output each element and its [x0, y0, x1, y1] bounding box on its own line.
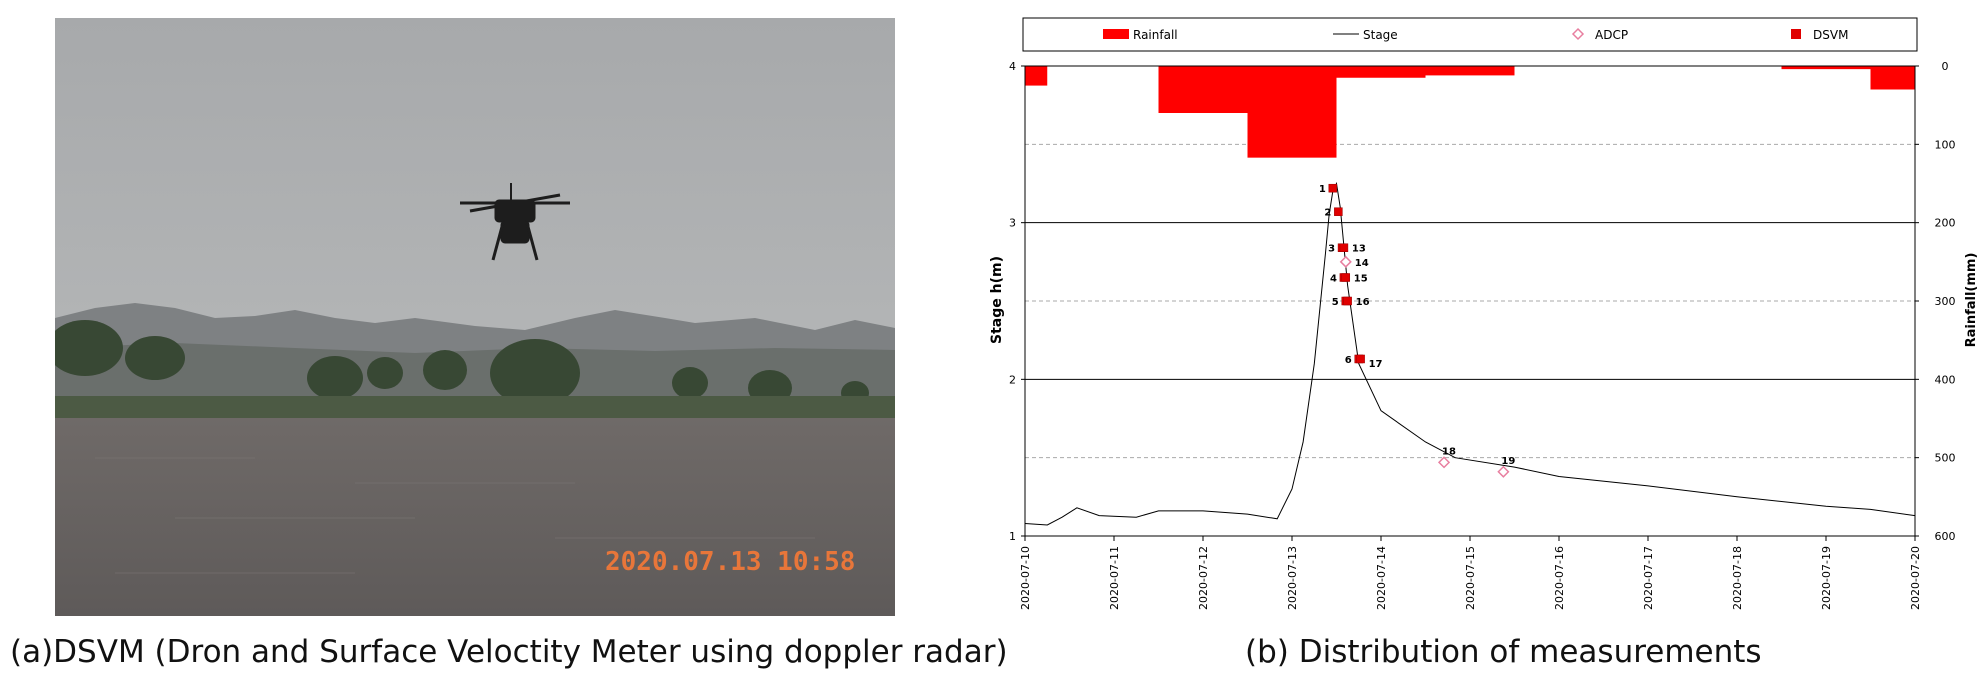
- dsvm-label: 17: [1369, 359, 1383, 370]
- legend-label-rainfall: Rainfall: [1133, 28, 1178, 42]
- y-tick-label: 3: [1009, 217, 1016, 230]
- y2-axis-title: Rainfall(mm): [1964, 253, 1979, 348]
- adcp-label: 19: [1501, 456, 1515, 467]
- drone-photo: 2020.07.13 10:58: [55, 18, 895, 616]
- rainfall-bar: [1158, 66, 1248, 113]
- y2-tick-label: 600: [1935, 530, 1956, 543]
- x-tick-label: 2020-07-13: [1286, 546, 1299, 610]
- legend-swatch-adcp: [1571, 27, 1585, 41]
- x-tick-label: 2020-07-20: [1909, 546, 1922, 610]
- legend-swatch-dsvm: [1791, 29, 1801, 39]
- x-tick-label: 2020-07-17: [1642, 546, 1655, 610]
- photo-water: [55, 418, 895, 616]
- x-tick-label: 2020-07-18: [1731, 546, 1744, 610]
- dsvm-point: [1356, 354, 1365, 364]
- chart-legend: Rainfall Stage ADCP DSVM: [1022, 17, 1918, 52]
- rainfall-bar: [1025, 66, 1048, 86]
- y-tick-label: 4: [1009, 60, 1016, 73]
- legend-label-adcp: ADCP: [1595, 28, 1628, 42]
- photo-trees: [55, 320, 869, 407]
- dsvm-label: 15: [1354, 274, 1368, 285]
- x-tick-label: 2020-07-19: [1820, 546, 1833, 610]
- chart-plot: 1 2 3 4 0 100 200 300 400 500 600 2020-07-10 2020-07…: [989, 60, 1979, 610]
- adcp-point: [1437, 456, 1451, 469]
- x-tick-label: 2020-07-16: [1553, 546, 1566, 610]
- dsvm-point: [1341, 273, 1351, 282]
- rainfall-bar: [1247, 66, 1337, 158]
- rainfall-bar: [1870, 66, 1915, 90]
- y-axis-title: Stage h(m): [989, 256, 1005, 344]
- y2-tick-label: 0: [1942, 60, 1949, 73]
- photo-ripples: [95, 457, 815, 574]
- dsvm-point: [1343, 296, 1352, 306]
- caption-photo: (a)DSVM (Dron and Surface Veloctity Mete…: [10, 634, 1008, 670]
- legend-swatch-rainfall: [1103, 29, 1129, 39]
- y-tick-label: 2: [1009, 373, 1016, 386]
- x-tick-label: 2020-07-14: [1375, 546, 1388, 610]
- dsvm-label: 5: [1332, 297, 1339, 308]
- stage-line: [1024, 181, 1916, 526]
- y2-tick-label: 100: [1935, 138, 1956, 151]
- adcp-label: 18: [1442, 446, 1456, 457]
- x-tick-label: 2020-07-15: [1464, 546, 1477, 610]
- drone-icon: [460, 183, 570, 261]
- rainfall-bar: [1425, 66, 1515, 76]
- dsvm-point: [1339, 243, 1349, 252]
- y2-tick-label: 200: [1935, 217, 1956, 230]
- dsvm-label: 13: [1352, 244, 1366, 255]
- dsvm-label: 6: [1345, 355, 1352, 366]
- y2-tick-label: 500: [1935, 452, 1956, 465]
- adcp-point: [1339, 255, 1352, 268]
- dsvm-label: 2: [1324, 208, 1331, 219]
- x-tick-label: 2020-07-12: [1197, 546, 1210, 610]
- photo-timestamp: 2020.07.13 10:58: [605, 547, 855, 577]
- rainfall-bar: [1336, 66, 1426, 78]
- caption-chart: (b) Distribution of measurements: [1245, 634, 1762, 670]
- dsvm-label: 16: [1356, 297, 1370, 308]
- adcp-point: [1497, 465, 1510, 478]
- legend-label-stage: Stage: [1363, 28, 1398, 42]
- adcp-label: 14: [1355, 258, 1369, 269]
- dsvm-label: 1: [1319, 184, 1326, 195]
- legend-box: [1022, 17, 1918, 52]
- drone-photo-image: 2020.07.13 10:58: [55, 18, 895, 616]
- y2-tick-label: 400: [1935, 373, 1956, 386]
- y-tick-label: 1: [1009, 530, 1016, 543]
- legend-label-dsvm: DSVM: [1813, 28, 1848, 42]
- rainfall-bar: [1781, 66, 1871, 70]
- dsvm-label: 4: [1330, 274, 1337, 285]
- dsvm-label: 3: [1328, 244, 1335, 255]
- photo-sky: [55, 18, 895, 348]
- dsvm-point: [1334, 207, 1343, 216]
- x-tick-label: 2020-07-11: [1108, 546, 1121, 610]
- x-tick-label: 2020-07-10: [1019, 546, 1032, 610]
- y2-tick-label: 300: [1935, 295, 1956, 308]
- dsvm-point: [1328, 183, 1338, 193]
